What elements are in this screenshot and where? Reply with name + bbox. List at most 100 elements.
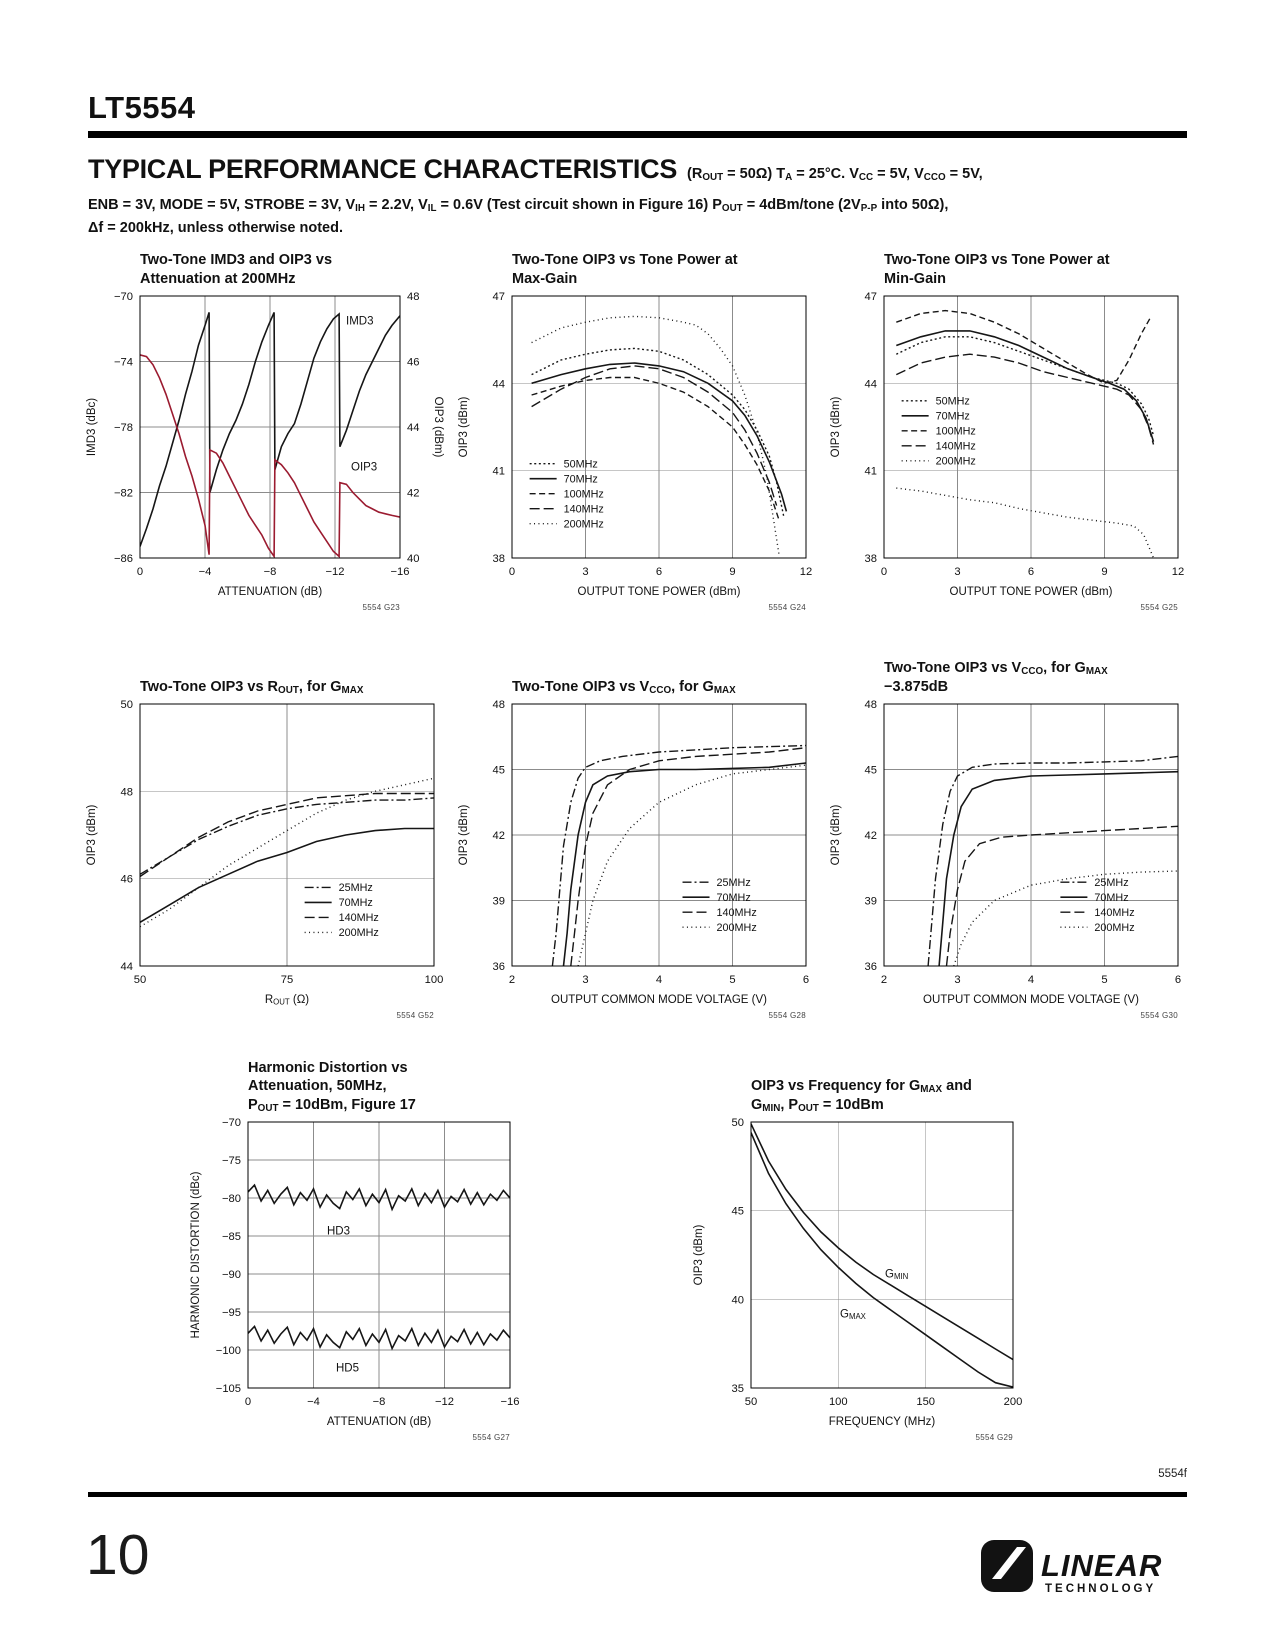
header-rule [88, 131, 1187, 138]
y-tick-label: −75 [222, 1155, 241, 1167]
series-line-70mhz [531, 362, 788, 512]
x-axis-label: OUTPUT COMMON MODE VOLTAGE (V) [923, 994, 1139, 1006]
chart-title-g52: Two-Tone OIP3 vs ROUT, for GMAX [78, 652, 450, 696]
subscript: MAX [848, 1312, 866, 1322]
series-line-200mhz [531, 315, 780, 556]
legend-label-50mhz: 50MHz [936, 396, 970, 408]
series-line-140mhz [140, 792, 434, 878]
series-line-25mhz [140, 797, 434, 875]
legend-label-25mhz: 25MHz [717, 877, 751, 889]
chart-body-g25: 0 3 6 9 12 38 41 44 47 50MHz 70MHz 100MHz 140MHz 200M… [822, 288, 1194, 620]
series-line-140mhz [945, 825, 1178, 966]
legend-label-140mhz: 140MHz [717, 907, 757, 919]
x-tick-label: 75 [281, 974, 293, 986]
x-tick-labels: 50 100 150 200 [745, 1396, 1023, 1408]
grid-lines [751, 1122, 1013, 1388]
legend-label-200mhz: 200MHz [1094, 922, 1134, 934]
plot-border [247, 1121, 511, 1389]
chart-g30: Two-Tone OIP3 vs VCCO, for GMAX −3.875dB 2… [822, 652, 1194, 1028]
x-tick-label: 6 [656, 566, 662, 578]
chart-title-g23: Two-Tone IMD3 and OIP3 vs Attenuation at … [78, 248, 450, 288]
subscript: IH [355, 203, 366, 215]
y-tick-label: 36 [493, 961, 505, 973]
x-tick-label: 6 [803, 974, 809, 986]
logo-text-technology: TECHNOLOGY [1045, 1583, 1156, 1595]
x-tick-label: 3 [954, 566, 960, 578]
series-line-100mhz [896, 309, 1152, 385]
x-tick-label: 100 [425, 974, 444, 986]
x-tick-label: 50 [745, 1396, 757, 1408]
annotation-1: GMIN [885, 1268, 909, 1282]
y-tick-labels: 36 39 42 45 48 [865, 699, 877, 973]
y-tick-label: 47 [865, 291, 877, 303]
x-tick-labels: 0 3 6 9 12 [881, 566, 1184, 578]
legend-label-200mhz: 200MHz [564, 518, 604, 530]
series-line-hd3 [248, 1183, 510, 1212]
x-tick-label: 6 [1175, 974, 1181, 986]
subscript: CCO [1021, 666, 1044, 678]
subscript: MAX [920, 1084, 943, 1096]
y-tick-label: 38 [493, 553, 505, 565]
logo-canvas: LINEAR TECHNOLOGY [981, 1540, 1161, 1595]
series-line-50mhz [896, 336, 1155, 436]
chart-title-line: Two-Tone OIP3 vs ROUT, for GMAX [140, 678, 364, 696]
y-tick-labels: 44 46 48 50 [121, 699, 133, 973]
series-line-50mhz [531, 347, 785, 518]
subscript: OUT [798, 1102, 819, 1114]
y-tick-label: −80 [222, 1193, 241, 1205]
chart-title-line: Min-Gain [884, 270, 947, 287]
subscript: OUT [702, 172, 724, 184]
x-tick-label: 200 [1004, 1396, 1023, 1408]
legend: 25MHz 70MHz 140MHz 200MHz [1060, 877, 1135, 934]
x-axis-label: ATTENUATION (dB) [217, 586, 323, 598]
chart-title-line: OIP3 vs Frequency for GMAX and [751, 1078, 972, 1096]
plot-border [511, 295, 807, 559]
chart-title-g24: Two-Tone OIP3 vs Tone Power at Max-Gain [450, 248, 822, 288]
chart-g25: Two-Tone OIP3 vs Tone Power at Min-Gain 0 3… [822, 248, 1194, 620]
y-tick-label: 35 [732, 1383, 744, 1395]
x-tick-label: −16 [501, 1396, 520, 1408]
legend-label-200mhz: 200MHz [717, 922, 757, 934]
linear-technology-logo: LINEAR TECHNOLOGY [979, 1534, 1191, 1603]
annotation-2: HD5 [336, 1362, 360, 1375]
y2-tick-label: 48 [407, 291, 419, 303]
legend-label-25mhz: 25MHz [339, 882, 373, 894]
y-tick-labels: 38 41 44 47 [493, 291, 505, 565]
x-axis-label: OUTPUT COMMON MODE VOLTAGE (V) [551, 994, 767, 1006]
x-tick-labels: 0 −4 −8 −12 −16 [245, 1396, 520, 1408]
chart-g24: Two-Tone OIP3 vs Tone Power at Max-Gain 0 3… [450, 248, 822, 620]
x-tick-label: 0 [509, 566, 515, 578]
chart-title-line: POUT = 10dBm, Figure 17 [248, 1096, 416, 1114]
x-tick-label: 3 [954, 974, 960, 986]
x-tick-label: −12 [435, 1396, 454, 1408]
x-tick-label: −4 [307, 1396, 320, 1408]
x-tick-label: 0 [245, 1396, 251, 1408]
y-tick-label: 44 [121, 961, 133, 973]
conditions-line-3: Δf = 200kHz, unless otherwise noted. [88, 220, 343, 236]
x-axis-label: ATTENUATION (dB) [326, 1416, 432, 1428]
y-axis-label: OIP3 (dBm) [693, 1224, 705, 1286]
x-tick-label: 9 [1101, 566, 1107, 578]
x-tick-label: 12 [800, 566, 812, 578]
y-axis-label: OIP3 (dBm) [458, 396, 470, 458]
y-axis-label: OIP3 (dBm) [86, 804, 98, 866]
y-tick-label: 50 [732, 1117, 744, 1129]
x-tick-labels: 2 3 4 5 6 [881, 974, 1181, 986]
part-number: LT5554 [88, 90, 196, 125]
series-line-140mhz [570, 747, 806, 966]
lt-logo-mark [981, 1540, 1033, 1592]
y-tick-labels: 35 40 45 50 [732, 1117, 744, 1395]
y-tick-label: −105 [216, 1383, 241, 1395]
legend-label-100mhz: 100MHz [564, 488, 604, 500]
plot-border [511, 703, 807, 967]
subscript: CC [858, 172, 874, 184]
chart-g29: OIP3 vs Frequency for GMAX and GMIN, POUT… [685, 1050, 1029, 1450]
chart-title-line: Attenuation, 50MHz, [248, 1078, 387, 1094]
chart-canvas-g28: 2 3 4 5 6363942454825MHz70MHz140MHz200MHz555… [493, 699, 810, 1020]
y-tick-label: 39 [865, 896, 877, 908]
legend-label-70mhz: 70MHz [717, 892, 751, 904]
plot-border [883, 295, 1179, 559]
x-tick-labels: 0 −4 −8 −12 −16 [137, 566, 410, 578]
legend-label-50mhz: 50MHz [564, 458, 598, 470]
x-axis-label: ROUT (Ω) [264, 994, 310, 1007]
